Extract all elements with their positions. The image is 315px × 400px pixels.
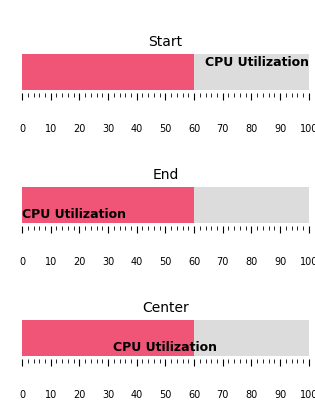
Bar [22, 54, 194, 90]
Bar [22, 320, 194, 356]
Text: CPU Utilization: CPU Utilization [113, 341, 217, 354]
Text: Center: Center [142, 301, 189, 315]
Bar [22, 187, 194, 223]
Text: CPU Utilization: CPU Utilization [205, 56, 309, 69]
Text: Start: Start [148, 35, 182, 49]
Text: CPU Utilization: CPU Utilization [22, 208, 126, 221]
Text: End: End [152, 168, 179, 182]
